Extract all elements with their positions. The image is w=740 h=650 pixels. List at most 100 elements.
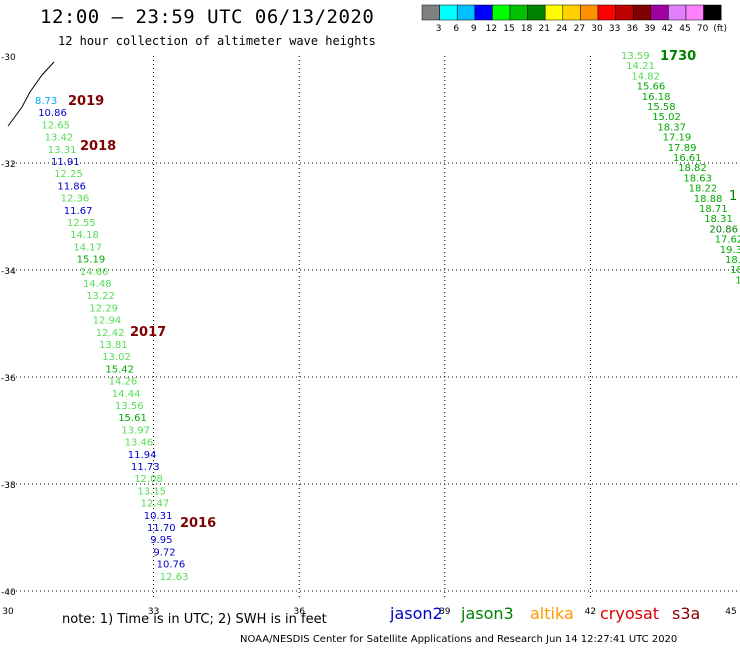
swh-reading: 11.91 <box>51 157 80 168</box>
mission-jason3: jason3 <box>461 604 514 623</box>
swh-reading: 12.65 <box>41 120 70 131</box>
lon-label: 45 <box>725 607 736 617</box>
hour-marker: 1 <box>729 189 737 204</box>
coastline <box>7 61 55 127</box>
legend-swatch <box>703 4 722 21</box>
swh-reading: 11.70 <box>147 523 176 534</box>
swh-reading: 16.18 <box>642 92 671 103</box>
swh-reading: 13.81 <box>99 340 128 351</box>
legend-swatch <box>474 4 493 21</box>
swh-reading: 11.67 <box>64 206 93 217</box>
legend-label: 70 <box>697 24 709 34</box>
legend-swatch <box>580 4 599 21</box>
legend-label: 21 <box>538 24 549 34</box>
hour-marker: 1730 <box>660 49 696 64</box>
hour-marker: 2017 <box>130 325 166 340</box>
legend-label: 9 <box>471 24 477 34</box>
lon-label: 30 <box>2 607 14 617</box>
swh-reading: 15.61 <box>118 413 147 424</box>
swh-reading: 18.71 <box>699 204 728 215</box>
swh-reading: 18.31 <box>704 214 733 225</box>
legend-label: 39 <box>644 24 656 34</box>
mission-jason2: jason2 <box>390 604 443 623</box>
legend-swatch <box>685 4 704 21</box>
swh-reading: 10.76 <box>157 560 186 571</box>
swh-reading: 18.88 <box>694 194 723 205</box>
swh-reading: 11.86 <box>57 181 86 192</box>
legend-label: 6 <box>453 24 459 34</box>
swh-reading: 9.95 <box>150 535 172 546</box>
swh-reading: 15.66 <box>637 82 666 93</box>
legend-swatch <box>456 4 476 21</box>
swh-reading: 8.73 <box>35 96 57 107</box>
legend-swatch <box>562 4 581 21</box>
credit-line: NOAA/NESDIS Center for Satellite Applica… <box>240 634 678 645</box>
swh-reading: 15.02 <box>652 112 681 123</box>
swh-reading: 13.15 <box>137 486 166 497</box>
lat-label: -30 <box>1 53 16 63</box>
legend-label: 3 <box>436 24 442 34</box>
color-legend: 3 6 9 12 15 18 21 24 27 30 33 36 39 42 45 70 (ft) <box>421 4 727 34</box>
legend-label: 42 <box>662 24 673 34</box>
swh-reading: 18. <box>725 255 740 266</box>
swh-reading: 12.08 <box>134 474 163 485</box>
legend-label: 36 <box>626 24 638 34</box>
swh-reading: 16.61 <box>673 153 702 164</box>
swh-reading: 12.25 <box>54 169 83 180</box>
track-east: 13.5914.2114.8215.6616.1815.5815.0218.37… <box>621 51 740 286</box>
swh-reading: 12.47 <box>141 499 170 510</box>
lon-label: 36 <box>293 607 305 617</box>
swh-reading: 19.3 <box>720 245 740 256</box>
legend-swatch <box>509 4 528 21</box>
swh-reading: 11.94 <box>128 450 157 461</box>
mission-s3a: s3a <box>672 604 701 623</box>
swh-reading: 12.36 <box>61 194 90 205</box>
legend-label: 30 <box>591 24 603 34</box>
legend-label: 45 <box>679 24 690 34</box>
legend-swatch <box>527 4 546 21</box>
lat-label: -34 <box>1 267 16 277</box>
swh-reading: 12.29 <box>89 303 118 314</box>
legend-swatch <box>439 4 458 21</box>
lat-label: -36 <box>1 374 16 384</box>
hour-markers: 2019 2018 2017 2016 1730 <box>68 49 696 531</box>
lon-label: 39 <box>439 607 451 617</box>
legend-swatch <box>650 4 669 21</box>
swh-reading: 15.19 <box>77 255 106 266</box>
swh-reading: 13.97 <box>121 425 150 436</box>
swh-reading: 18.82 <box>678 163 707 174</box>
mission-altika: altika <box>530 604 574 623</box>
swh-reading: 14.26 <box>109 377 138 388</box>
lon-label: 42 <box>585 607 596 617</box>
swh-reading: 13.59 <box>621 51 650 62</box>
swh-reading: 14.44 <box>112 389 141 400</box>
swh-reading: 18.22 <box>689 184 718 195</box>
swh-reading: 11.73 <box>131 462 160 473</box>
swh-reading: 17.19 <box>663 133 692 144</box>
hour-marker: 2019 <box>68 94 104 109</box>
legend-label: 15 <box>503 24 514 34</box>
swh-reading: 14.17 <box>73 242 102 253</box>
swh-reading: 13.31 <box>48 145 77 156</box>
lat-lon-grid: -30 30 -32 33 -34 36 -36 39 -38 42 -40 45 <box>1 53 740 617</box>
legend-swatch <box>632 4 652 21</box>
swh-reading: 1 <box>735 275 740 286</box>
footnote: note: 1) Time is in UTC; 2) SWH is in fe… <box>62 612 327 627</box>
legend-label: (ft) <box>713 24 727 34</box>
legend-label: 24 <box>556 24 568 34</box>
swh-reading: 10.86 <box>38 108 67 119</box>
swh-reading: 15.58 <box>647 102 676 113</box>
page-title: 12:00 – 23:59 UTC 06/13/2020 <box>40 6 375 28</box>
legend-swatch <box>615 4 634 21</box>
swh-reading: 17.89 <box>668 143 697 154</box>
swh-reading: 14.82 <box>631 71 660 82</box>
legend-swatch <box>544 4 564 21</box>
swh-reading: 14.66 <box>80 267 109 278</box>
legend-label: 12 <box>486 24 497 34</box>
lon-label: 33 <box>148 607 159 617</box>
legend-label: 18 <box>521 24 533 34</box>
swh-reading: 12.94 <box>93 316 122 327</box>
swh-reading: 20.86 <box>709 224 738 235</box>
